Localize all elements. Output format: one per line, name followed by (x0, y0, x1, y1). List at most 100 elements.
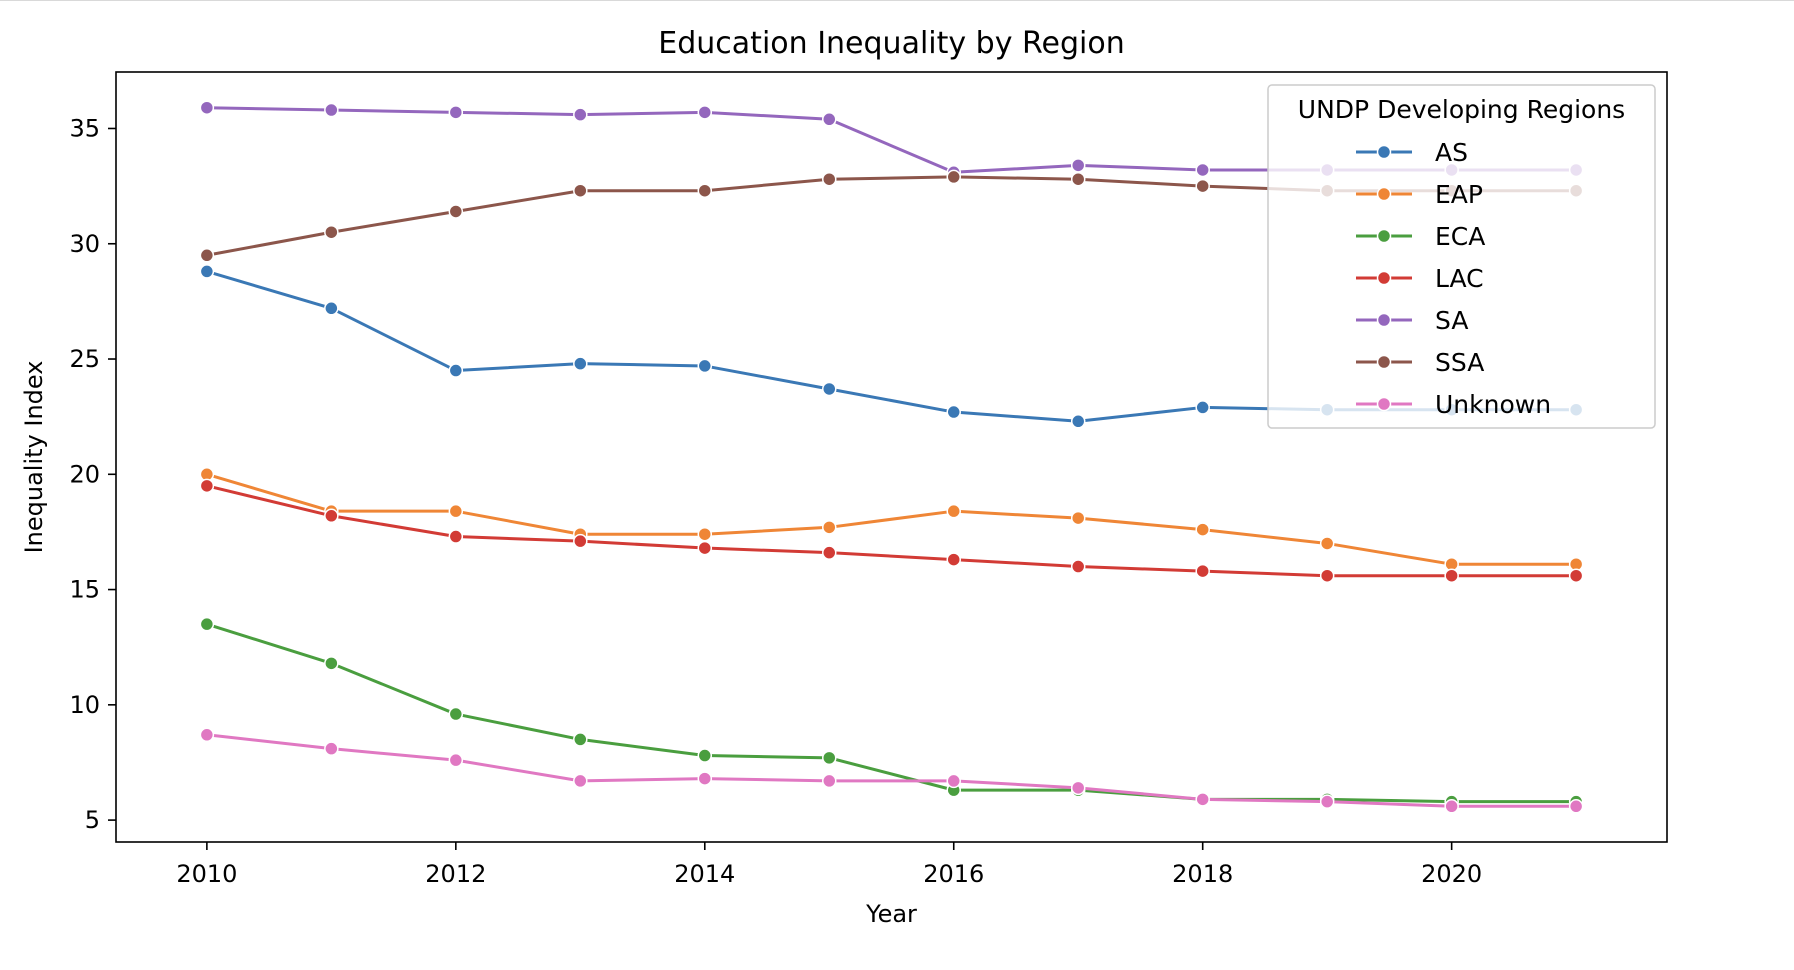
legend-marker-ssa (1376, 354, 1392, 370)
data-point-unknown (822, 773, 837, 789)
data-point-unknown (946, 773, 961, 789)
data-point-sa (822, 112, 837, 127)
data-point-lac (822, 545, 837, 560)
data-point-lac (1319, 568, 1335, 583)
data-point-eap (1070, 510, 1086, 526)
data-point-as (199, 264, 215, 279)
data-point-lac (1195, 563, 1210, 579)
series-line-eca (205, 622, 1578, 804)
data-point-unknown (448, 752, 464, 768)
data-point-sa (199, 100, 215, 115)
data-point-as (1070, 414, 1086, 429)
data-point-as (448, 363, 464, 378)
legend-label-ssa: SSA (1435, 348, 1484, 377)
x-tick-label: 2012 (425, 860, 486, 888)
data-point-eca (199, 616, 215, 632)
data-point-eca (822, 750, 837, 766)
data-point-lac (697, 540, 713, 556)
legend-marker-sa (1376, 312, 1392, 328)
data-point-as (573, 356, 588, 371)
data-point-sa (324, 102, 339, 118)
y-tick-label: 20 (69, 460, 100, 488)
series-line-eap (205, 472, 1578, 566)
data-point-as (946, 404, 961, 420)
x-tick-label: 2016 (923, 860, 984, 888)
legend-marker-lac (1376, 270, 1392, 286)
y-tick-label: 25 (69, 345, 100, 373)
x-tick-label: 2020 (1421, 860, 1482, 888)
x-axis-title: Year (865, 900, 917, 928)
data-point-lac (1444, 568, 1459, 583)
data-point-ssa (199, 248, 215, 263)
chart-title: Education Inequality by Region (658, 26, 1124, 61)
x-tick-label: 2018 (1172, 860, 1233, 888)
y-tick-label: 30 (69, 230, 100, 258)
legend-label-lac: LAC (1435, 264, 1484, 293)
data-point-as (697, 358, 713, 374)
legend-label-unknown: Unknown (1435, 390, 1551, 419)
legend-marker-as (1376, 144, 1392, 160)
data-point-lac (1070, 559, 1086, 574)
data-point-lac (1568, 568, 1584, 583)
data-point-eap (448, 503, 464, 519)
axes-frame (115, 71, 1668, 843)
x-axis: 2010 2012 2014 2016 2018 2020 (176, 842, 1482, 888)
data-point-unknown (1319, 794, 1335, 809)
data-point-ssa (1195, 178, 1210, 194)
y-tick-label: 15 (69, 576, 100, 604)
y-axis: 5 10 15 20 25 30 35 (69, 114, 116, 834)
data-point-eap (822, 520, 837, 535)
data-point-unknown (1444, 799, 1459, 814)
data-point-lac (199, 478, 215, 494)
data-point-lac (946, 552, 961, 567)
data-point-lac (448, 529, 464, 544)
series-line-unknown (205, 733, 1578, 808)
data-point-eap (1319, 536, 1335, 551)
data-point-sa (448, 105, 464, 120)
data-point-sa (573, 107, 588, 122)
data-point-as (324, 301, 339, 316)
data-point-ssa (1070, 171, 1086, 187)
data-point-unknown (199, 727, 215, 743)
data-point-lac (573, 533, 588, 549)
data-point-eca (573, 732, 588, 747)
legend-entries: AS EAP ECA LAC SA SSA Unknown (1356, 138, 1551, 419)
data-point-eca (324, 656, 339, 671)
x-tick-label: 2010 (176, 860, 237, 888)
y-tick-label: 10 (69, 691, 100, 719)
data-point-sa (1195, 162, 1210, 178)
data-point-lac (324, 508, 339, 524)
x-tick-label: 2014 (674, 860, 735, 888)
figure-top-rule (0, 0, 1794, 1)
data-point-unknown (324, 741, 339, 756)
legend-box (1267, 84, 1656, 429)
series-line-lac (205, 484, 1578, 578)
legend-marker-unknown (1376, 396, 1392, 412)
data-point-eap (946, 503, 961, 519)
legend-title: UNDP Developing Regions (1298, 95, 1625, 124)
data-point-ssa (697, 183, 713, 198)
data-point-ssa (822, 171, 837, 187)
data-point-unknown (697, 771, 713, 786)
data-point-unknown (573, 773, 588, 789)
data-point-eca (448, 706, 464, 722)
data-point-eap (697, 526, 713, 542)
data-point-unknown (1568, 799, 1584, 814)
data-point-unknown (1070, 780, 1086, 796)
legend-label-sa: SA (1435, 306, 1468, 335)
y-tick-label: 5 (85, 806, 100, 834)
data-point-ssa (573, 183, 588, 198)
legend: UNDP Developing Regions AS EAP ECA LAC SA SSA… (1267, 84, 1656, 429)
legend-label-eap: EAP (1435, 180, 1483, 209)
y-tick-label: 35 (69, 114, 100, 142)
data-point-ssa (946, 169, 961, 185)
y-axis-title: Inequality Index (20, 361, 48, 554)
data-point-as (822, 381, 837, 397)
data-point-sa (697, 105, 713, 120)
data-point-as (1195, 400, 1210, 415)
legend-label-as: AS (1435, 138, 1468, 167)
data-point-sa (1070, 158, 1086, 173)
data-point-eca (697, 748, 713, 763)
